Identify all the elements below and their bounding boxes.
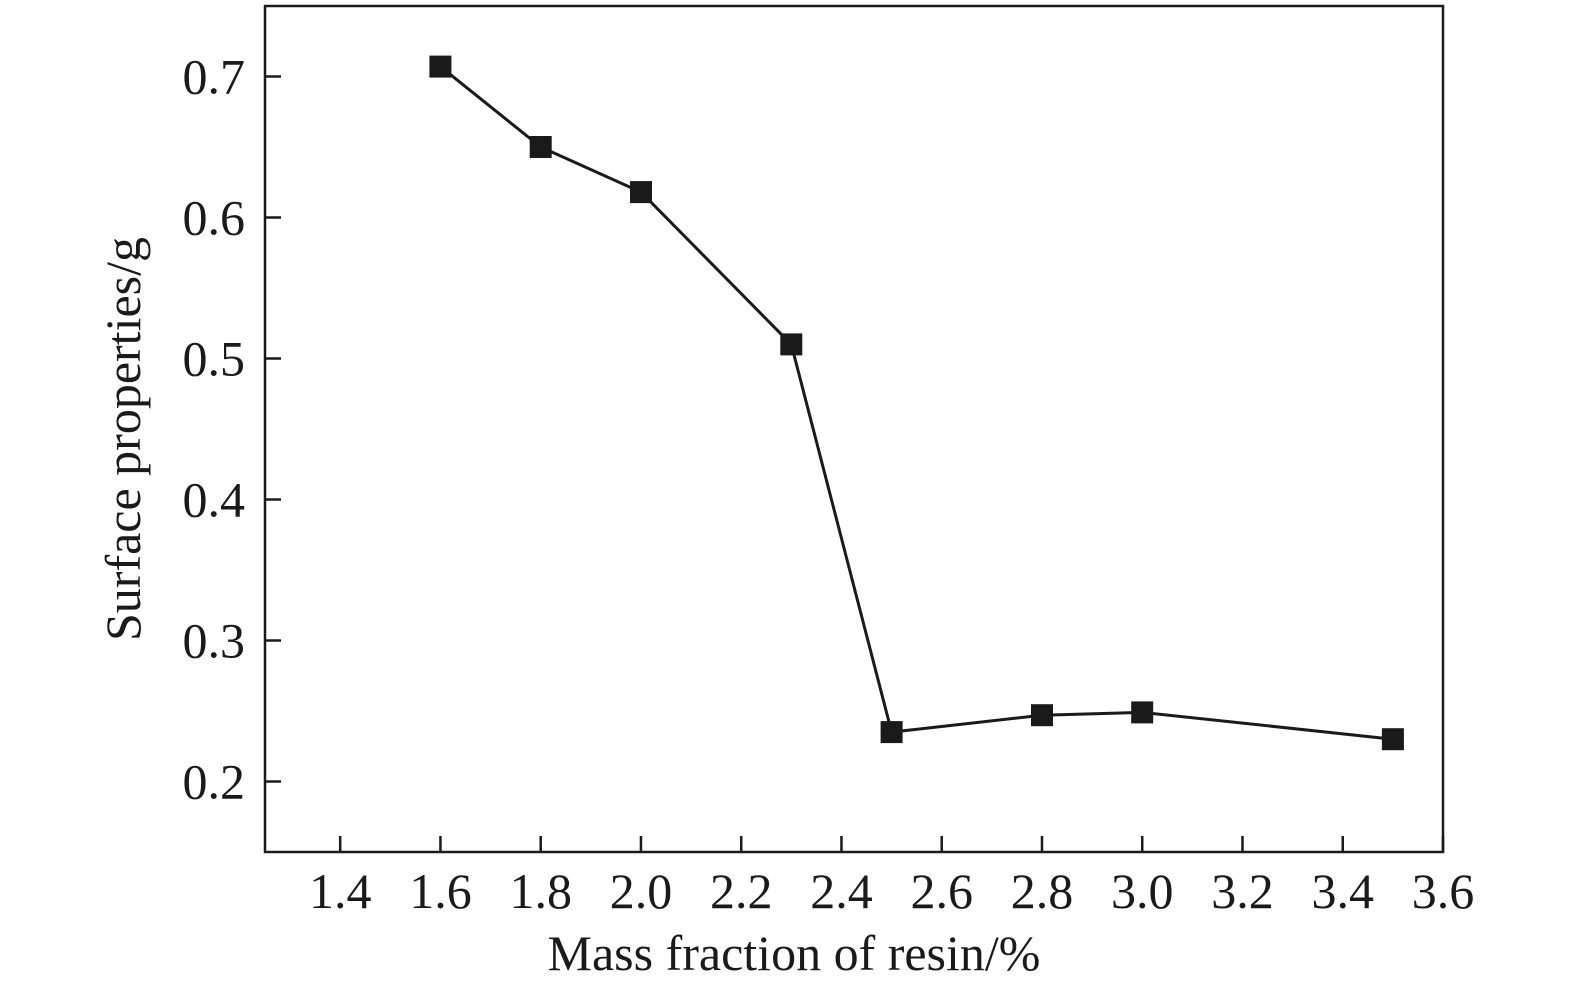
y-tick-label: 0.7: [183, 49, 246, 105]
x-tick-label: 1.8: [509, 863, 572, 919]
y-tick-label: 0.3: [183, 613, 246, 669]
x-tick-label: 3.2: [1211, 863, 1274, 919]
data-point: [780, 333, 803, 356]
y-tick-label: 0.4: [183, 472, 246, 528]
x-axis-title: Mass fraction of resin/%: [548, 925, 1041, 981]
series-line: [439, 65, 1394, 741]
y-tick-label: 0.5: [183, 331, 246, 387]
plot-frame: [263, 4, 1445, 854]
x-tick-label: 3.0: [1111, 863, 1174, 919]
x-tick-label: 1.6: [409, 863, 472, 919]
x-tick-label: 2.8: [1011, 863, 1074, 919]
x-tick-label: 2.0: [610, 863, 673, 919]
data-point: [1381, 728, 1404, 751]
x-tick-label: 3.6: [1412, 863, 1475, 919]
y-tick-label: 0.6: [183, 190, 246, 246]
x-tick-label: 1.4: [309, 863, 372, 919]
data-point: [880, 721, 903, 744]
data-point: [529, 136, 552, 158]
data-point: [1031, 704, 1053, 727]
data-point: [630, 181, 652, 204]
x-tick-label: 3.4: [1311, 863, 1374, 919]
y-axis-title: Surface properties/g: [95, 237, 151, 641]
data-point: [1131, 701, 1154, 724]
data-point: [429, 55, 452, 78]
x-tick-label: 2.2: [710, 863, 773, 919]
y-tick-label: 0.2: [183, 754, 246, 810]
series-layer: [429, 55, 1404, 751]
x-tick-label: 2.4: [810, 863, 873, 919]
labels-layer: 1.4 1.6 1.8 2.0 2.2 2.4 2.6 2.8 3.0 3.2 3.4 3.6 0.2 0…: [183, 49, 1475, 920]
x-tick-label: 2.6: [910, 863, 973, 919]
ticks-layer: [265, 75, 1445, 852]
